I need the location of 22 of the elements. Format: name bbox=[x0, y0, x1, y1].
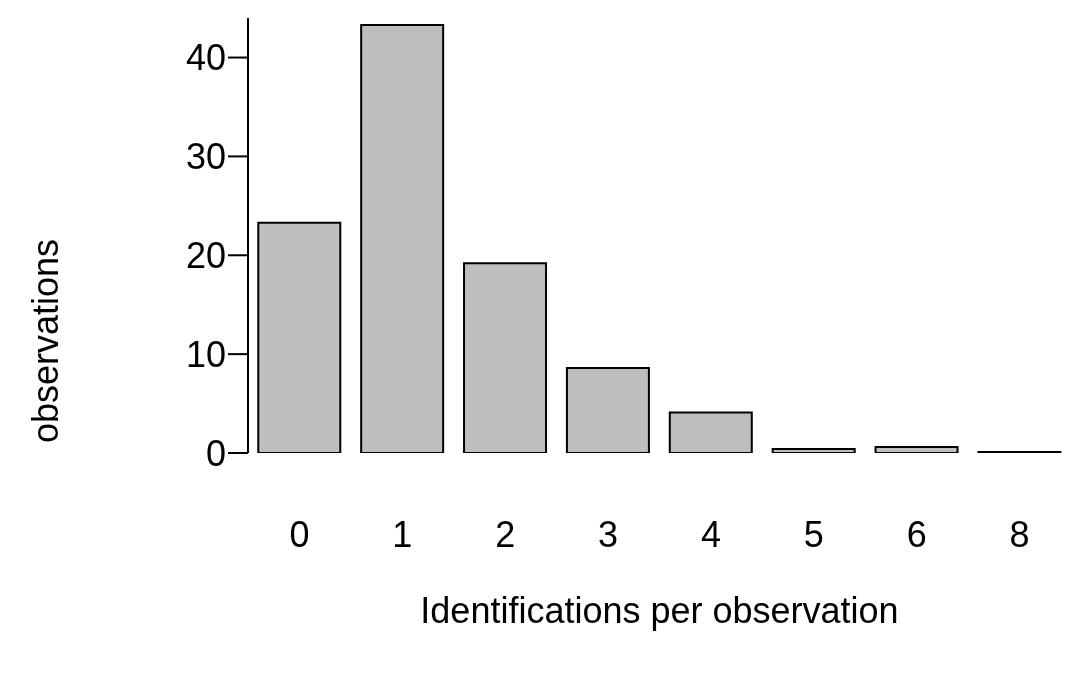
y-tick-label: 30 bbox=[185, 136, 226, 178]
x-tick-label: 2 bbox=[495, 513, 516, 555]
y-tick-label: 20 bbox=[185, 235, 226, 277]
x-tick-label: 1 bbox=[392, 513, 413, 555]
x-tick-label: 3 bbox=[598, 513, 619, 555]
x-tick-label: 4 bbox=[700, 513, 721, 555]
x-tick-label: 0 bbox=[289, 513, 310, 555]
bar bbox=[668, 411, 753, 453]
x-axis-title: Identifications per observation bbox=[420, 590, 899, 631]
bar bbox=[463, 262, 548, 453]
x-tick-label: 8 bbox=[1009, 513, 1030, 555]
bar bbox=[360, 23, 445, 453]
bar bbox=[874, 446, 959, 453]
y-axis-title: observations bbox=[25, 238, 66, 443]
y-tick-label: 40 bbox=[185, 37, 226, 79]
x-tick-label: 6 bbox=[906, 513, 927, 555]
bar bbox=[257, 221, 342, 453]
bar bbox=[565, 366, 650, 453]
y-tick-label: 10 bbox=[185, 333, 226, 375]
bar bbox=[771, 448, 856, 453]
y-tick-label: 0 bbox=[205, 432, 226, 474]
x-tick-label: 5 bbox=[803, 513, 824, 555]
